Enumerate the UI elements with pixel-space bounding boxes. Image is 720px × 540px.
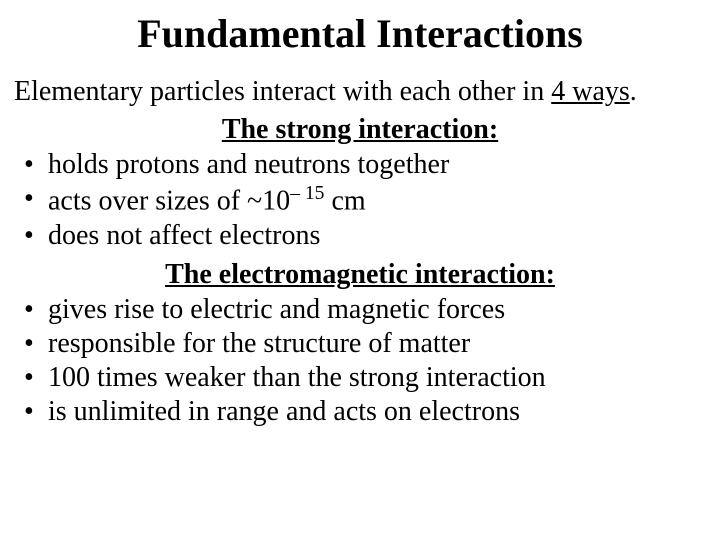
bullet-text-pre: acts over sizes of ~10 xyxy=(48,186,290,217)
section2-heading: The electromagnetic interaction: xyxy=(14,259,706,291)
list-item: acts over sizes of ~10– 15 cm xyxy=(20,182,706,218)
superscript: – 15 xyxy=(290,183,324,204)
list-item: 100 times weaker than the strong interac… xyxy=(20,361,706,395)
list-item: responsible for the structure of matter xyxy=(20,327,706,361)
list-item: does not affect electrons xyxy=(20,219,706,253)
intro-paragraph: Elementary particles interact with each … xyxy=(14,75,706,108)
intro-text-post: . xyxy=(630,76,637,107)
section1-list: holds protons and neutrons together acts… xyxy=(14,148,706,253)
slide-title: Fundamental Interactions xyxy=(14,10,706,57)
list-item: is unlimited in range and acts on electr… xyxy=(20,395,706,429)
section1-heading: The strong interaction: xyxy=(14,114,706,146)
list-item: gives rise to electric and magnetic forc… xyxy=(20,293,706,327)
intro-link: 4 ways xyxy=(551,76,630,107)
bullet-text-post: cm xyxy=(324,186,365,217)
section2-list: gives rise to electric and magnetic forc… xyxy=(14,293,706,430)
intro-text-pre: Elementary particles interact with each … xyxy=(14,76,551,107)
slide: Fundamental Interactions Elementary part… xyxy=(0,0,720,540)
list-item: holds protons and neutrons together xyxy=(20,148,706,182)
